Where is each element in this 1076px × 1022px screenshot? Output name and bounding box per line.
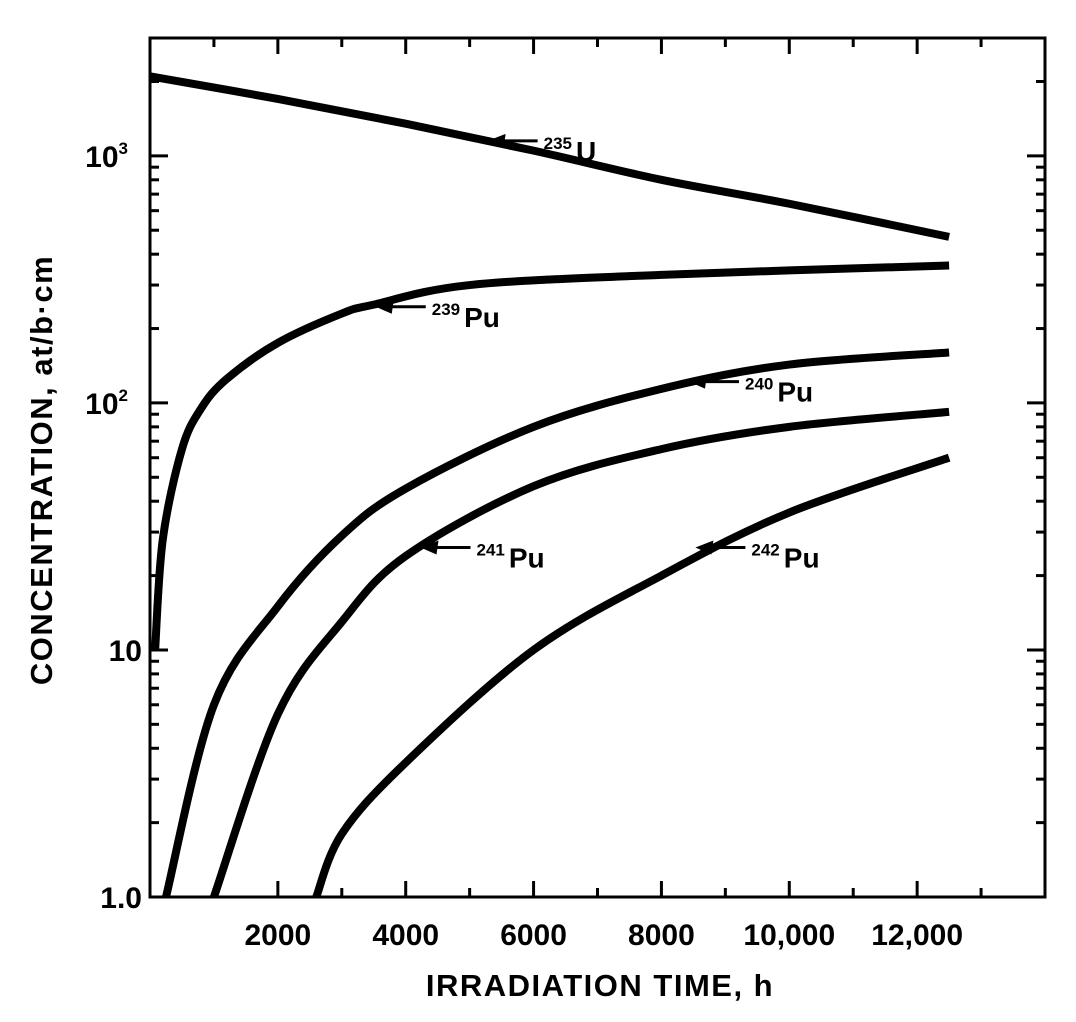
series-line-235U bbox=[149, 72, 950, 241]
series-label-242Pu: 242 Pu bbox=[751, 540, 819, 573]
series-label-240Pu: 240 Pu bbox=[745, 375, 813, 408]
x-tick-label: 12,000 bbox=[871, 919, 963, 952]
label-arrowhead-239Pu bbox=[375, 299, 394, 314]
x-tick-label: 8000 bbox=[628, 919, 695, 952]
y-tick-label: 103 bbox=[85, 139, 128, 174]
series-line-242Pu bbox=[312, 453, 951, 899]
series-line-239Pu bbox=[151, 261, 950, 651]
series-lines bbox=[149, 72, 951, 899]
series-labels: 235 U 239 Pu 240 Pu 241 Pu 242 Pu bbox=[375, 133, 820, 573]
x-axis-title: IRRADIATION TIME, h bbox=[426, 968, 774, 1003]
label-arrowhead-235U bbox=[487, 133, 506, 148]
series-label-235U: 235 U bbox=[544, 134, 597, 167]
y-axis-title: CONCENTRATION, at/b·cm bbox=[24, 255, 59, 685]
series-line-241Pu bbox=[210, 407, 950, 899]
y-tick-label: 102 bbox=[85, 386, 128, 421]
x-tick-label: 2000 bbox=[244, 919, 311, 952]
y-tick-label: 10 bbox=[109, 635, 142, 668]
x-axis-ticks: 2000 4000 6000 8000 10,000 12,000 bbox=[212, 38, 983, 952]
x-tick-label: 6000 bbox=[500, 919, 567, 952]
label-arrowhead-241Pu bbox=[420, 540, 439, 555]
minor-ticks bbox=[150, 36, 1045, 899]
label-arrowhead-240Pu bbox=[689, 374, 707, 389]
series-label-241Pu: 241 Pu bbox=[477, 540, 545, 573]
series-label-239Pu: 239 Pu bbox=[432, 300, 500, 333]
x-tick-label: 10,000 bbox=[743, 919, 835, 952]
y-tick-label: 1.0 bbox=[100, 882, 142, 915]
label-arrowhead-242Pu bbox=[695, 540, 714, 555]
x-tick-label: 4000 bbox=[372, 919, 439, 952]
series-line-240Pu bbox=[162, 348, 950, 898]
y-axis-ticks: 1.0 10 102 103 bbox=[85, 139, 142, 915]
